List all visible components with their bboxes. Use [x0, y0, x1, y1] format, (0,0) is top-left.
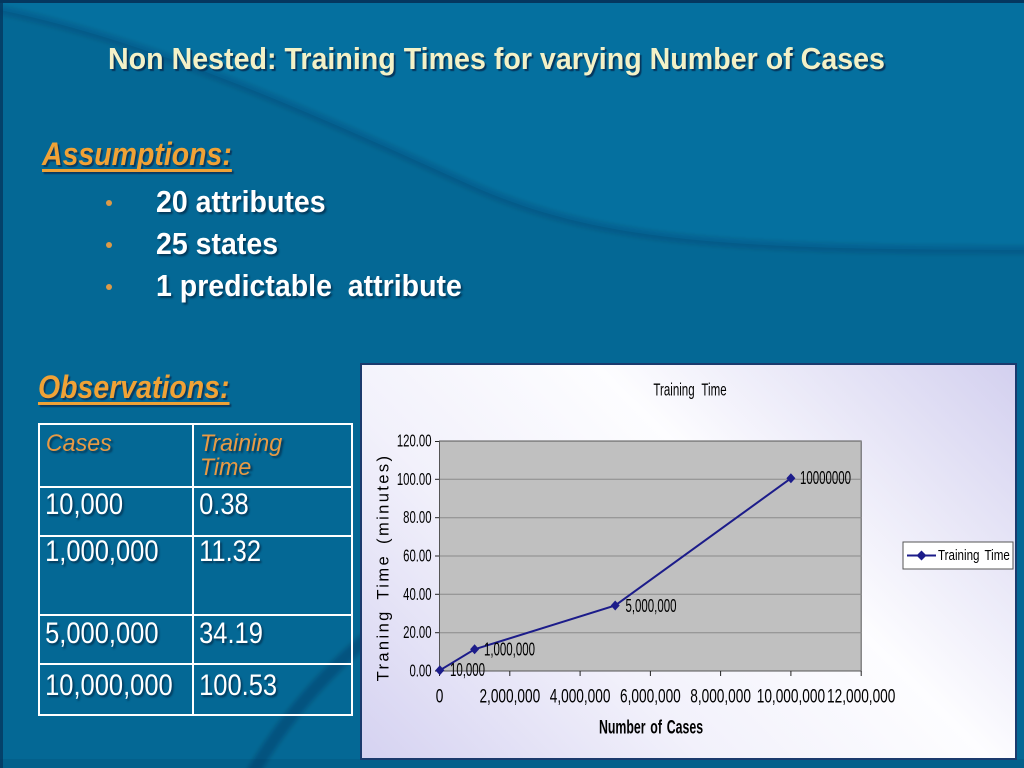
svg-text:8,000,000: 8,000,000 [690, 685, 751, 707]
svg-text:40.00: 40.00 [403, 584, 431, 604]
svg-text:Training Time: Training Time [653, 380, 726, 400]
svg-text:Traning Time (minutes): Traning Time (minutes) [375, 454, 393, 682]
svg-text:10,000: 10,000 [450, 660, 485, 680]
svg-text:Training Time: Training Time [938, 547, 1010, 564]
svg-text:4,000,000: 4,000,000 [550, 685, 611, 707]
svg-text:20.00: 20.00 [403, 623, 431, 643]
svg-text:100.00: 100.00 [397, 469, 432, 489]
svg-text:60.00: 60.00 [403, 546, 431, 566]
svg-text:10000000: 10000000 [800, 468, 851, 488]
svg-text:Number of Cases: Number of Cases [599, 717, 703, 738]
svg-text:6,000,000: 6,000,000 [620, 685, 681, 707]
svg-text:0: 0 [436, 685, 444, 707]
svg-text:10,000,000: 10,000,000 [757, 685, 825, 707]
svg-text:2,000,000: 2,000,000 [479, 685, 540, 707]
svg-text:120.00: 120.00 [397, 431, 432, 451]
svg-text:5,000,000: 5,000,000 [626, 596, 677, 616]
svg-text:0.00: 0.00 [409, 661, 431, 681]
svg-text:12,000,000: 12,000,000 [827, 685, 895, 707]
svg-text:1,000,000: 1,000,000 [484, 640, 535, 660]
svg-text:80.00: 80.00 [403, 508, 431, 528]
